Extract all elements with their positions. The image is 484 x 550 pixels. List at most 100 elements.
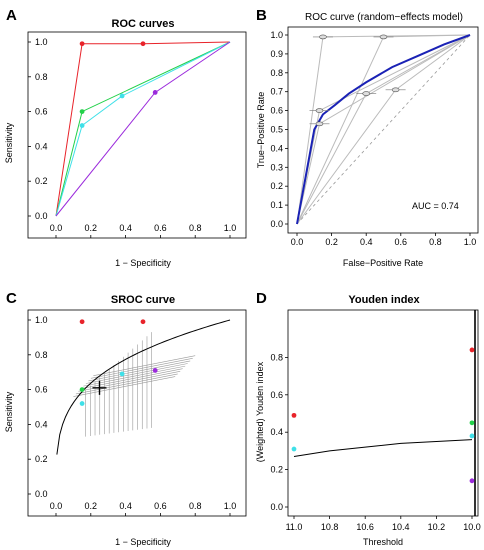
panel-d-plot: 0.0 0.2 0.4 0.6 0.8 11.0 10.8 10.6 10.4 10.2 10.0: [270, 309, 481, 532]
panel-d-ylabel: (Weighted) Youden index: [255, 361, 265, 462]
panel-a-title: ROC curves: [112, 18, 175, 30]
y-tick-label: 0.2: [35, 176, 48, 186]
study-point: [379, 34, 388, 40]
y-tick-label: 0.6: [35, 385, 48, 395]
region-grid-line: [80, 368, 183, 390]
y-tick-label: 1.0: [35, 315, 48, 325]
study-point: [391, 87, 400, 93]
study-point: [140, 319, 146, 325]
study-point: [319, 34, 327, 40]
panel-b-title: ROC curve (random−effects model): [305, 12, 463, 23]
panel-a-ylabel: Sensitivity: [4, 122, 14, 163]
y-tick-label: 0.7: [270, 87, 283, 97]
panel-c-title: SROC curve: [111, 294, 175, 306]
y-tick-label: 0.3: [270, 162, 283, 172]
y-tick-label: 0.0: [270, 502, 283, 512]
x-tick-label: 0.0: [50, 223, 63, 233]
y-tick-label: 0.0: [270, 219, 283, 229]
youden-point: [291, 446, 297, 452]
y-tick-label: 0.4: [270, 143, 283, 153]
x-tick-label: 0.6: [154, 501, 167, 511]
x-tick-label: 1.0: [224, 223, 237, 233]
panel-b-xlabel: False−Positive Rate: [343, 258, 423, 268]
y-tick-label: 0.5: [270, 125, 283, 135]
panel-letter-a: A: [6, 7, 17, 24]
x-tick-label: 10.4: [392, 522, 410, 532]
panel-c-ylabel: Sensitivity: [4, 391, 14, 432]
x-tick-label: 1.0: [464, 237, 477, 247]
y-tick-label: 0.6: [270, 106, 283, 116]
y-tick-label: 0.4: [270, 427, 283, 437]
roc-line-series-4: [55, 41, 231, 217]
diagonal-reference-line: [296, 34, 471, 225]
x-tick-label: 0.8: [189, 501, 202, 511]
x-tick-label: 10.6: [356, 522, 374, 532]
y-tick-label: 0.0: [35, 489, 48, 499]
auc-label: AUC = 0.74: [412, 201, 459, 211]
region-grid-line: [83, 365, 186, 387]
roc-point-series-1: [79, 41, 85, 47]
y-tick-label: 0.8: [35, 350, 48, 360]
region-grid-line: [88, 360, 191, 382]
youden-point: [469, 420, 475, 426]
sroc-curve: [56, 319, 231, 455]
youden-point: [469, 478, 475, 484]
youden-point: [469, 347, 475, 353]
roc-point-series-4: [152, 90, 158, 95]
x-tick-label: 0.2: [325, 237, 338, 247]
x-tick-label: 1.0: [224, 501, 237, 511]
roc-point-series-2: [79, 109, 85, 114]
region-grid-line: [90, 357, 193, 379]
region-grid-line: [75, 373, 178, 395]
x-tick-label: 0.6: [154, 223, 167, 233]
panel-b-ylabel: True−Positive Rate: [256, 92, 266, 168]
roc-line-series-3: [55, 41, 231, 217]
roc-line-series-2: [55, 41, 231, 217]
x-tick-label: 0.8: [189, 223, 202, 233]
youden-point: [469, 433, 475, 439]
y-tick-label: 0.4: [35, 141, 48, 151]
panel-a-plot: 0.0 0.2 0.4 0.6 0.8 1.0 0.0 0.2 0.4 0.6 0.8 1.0: [27, 31, 247, 239]
roc-point-series-3: [119, 93, 125, 99]
study-point: [79, 401, 85, 406]
y-tick-label: 0.2: [270, 181, 283, 191]
region-grid-line: [73, 376, 176, 397]
study-point: [315, 121, 324, 127]
x-tick-label: 0.4: [360, 237, 373, 247]
y-tick-label: 0.8: [35, 72, 48, 82]
x-tick-label: 10.0: [463, 522, 481, 532]
y-tick-label: 0.1: [270, 200, 283, 210]
panel-letter-d: D: [256, 290, 267, 307]
x-tick-label: 11.0: [286, 522, 303, 532]
panel-c-plot: 0.0 0.2 0.4 0.6 0.8 1.0 0.0 0.2 0.4 0.6 0.8 1.0: [27, 309, 247, 517]
study-point: [119, 371, 125, 377]
x-tick-label: 0.0: [291, 237, 304, 247]
y-tick-label: 0.8: [270, 352, 283, 362]
panel-letter-c: C: [6, 290, 17, 307]
x-tick-label: 0.4: [119, 501, 132, 511]
x-tick-label: 0.4: [119, 223, 132, 233]
x-tick-label: 0.8: [429, 237, 442, 247]
panel-b-frame: [287, 26, 479, 234]
study-point: [79, 387, 85, 392]
x-tick-label: 0.0: [50, 501, 63, 511]
study-point: [362, 91, 371, 96]
panel-a-xlabel: 1 − Specificity: [115, 258, 171, 268]
youden-point: [291, 412, 297, 418]
panel-c-xlabel: 1 − Specificity: [115, 537, 171, 547]
study-point: [315, 108, 324, 113]
panel-d-xlabel: Threshold: [363, 537, 403, 547]
panel-letter-b: B: [256, 7, 267, 24]
y-tick-label: 0.2: [270, 465, 283, 475]
y-tick-label: 0.0: [35, 211, 48, 221]
x-tick-label: 0.2: [85, 501, 98, 511]
y-tick-label: 0.2: [35, 454, 48, 464]
region-grid-line: [93, 355, 196, 376]
panel-c-frame: [27, 309, 247, 517]
y-tick-label: 0.6: [35, 107, 48, 117]
x-tick-label: 0.6: [395, 237, 408, 247]
y-tick-label: 1.0: [270, 30, 283, 40]
y-tick-label: 0.4: [35, 419, 48, 429]
x-tick-label: 10.8: [321, 522, 339, 532]
